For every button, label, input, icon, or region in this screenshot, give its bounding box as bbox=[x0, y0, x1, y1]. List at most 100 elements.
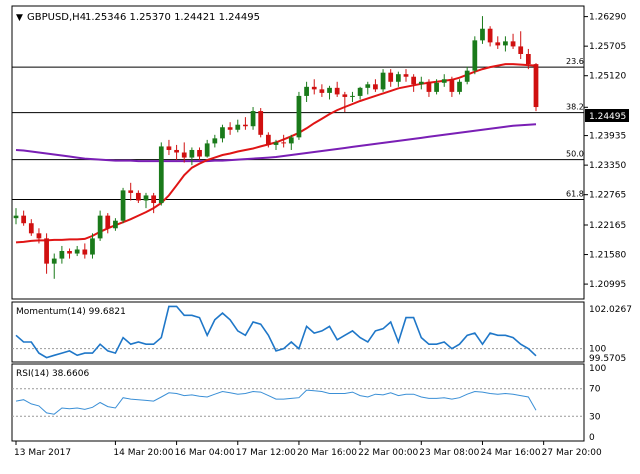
candle-body bbox=[250, 111, 256, 127]
candle-body bbox=[28, 223, 34, 234]
candle bbox=[403, 69, 409, 82]
price-pane[interactable]: 23.638.250.061.8 1.262901.257051.251201.… bbox=[11, 5, 629, 300]
candle bbox=[357, 86, 363, 100]
candle-body bbox=[158, 146, 164, 204]
candle bbox=[434, 79, 439, 95]
candle bbox=[97, 210, 103, 241]
candle bbox=[304, 81, 309, 102]
candle bbox=[281, 134, 287, 148]
rsi-levels bbox=[12, 388, 584, 417]
dropdown-arrow-icon[interactable]: ▼ bbox=[16, 13, 23, 23]
candle bbox=[265, 132, 271, 148]
candle-body bbox=[311, 86, 317, 90]
price-pane-border bbox=[11, 5, 585, 300]
candle-body bbox=[288, 137, 294, 144]
candle bbox=[464, 66, 470, 85]
candle bbox=[350, 91, 355, 102]
candle-body bbox=[403, 74, 409, 77]
current-price-label: 1.24495 bbox=[589, 112, 626, 122]
candle bbox=[151, 192, 157, 214]
momentum-pane-border bbox=[11, 301, 585, 363]
candle-body bbox=[13, 215, 19, 219]
candle-body bbox=[380, 72, 386, 90]
candle-body bbox=[189, 149, 195, 158]
candle bbox=[135, 190, 141, 204]
candle bbox=[158, 142, 164, 206]
candle-body bbox=[235, 124, 241, 130]
candle-body bbox=[135, 192, 141, 201]
fib-label: 38.2 bbox=[566, 103, 584, 112]
candle bbox=[204, 139, 210, 158]
candle-body bbox=[472, 40, 478, 71]
candle-body bbox=[510, 41, 516, 47]
candle bbox=[395, 71, 401, 87]
candle-body bbox=[181, 152, 187, 158]
candle-body bbox=[51, 258, 57, 264]
fib-label: 61.8 bbox=[566, 189, 584, 198]
rsi-tick-label: 0 bbox=[589, 433, 595, 443]
time-tick-label: 13 Mar 2017 bbox=[14, 448, 71, 458]
candle bbox=[426, 79, 432, 97]
candle bbox=[189, 147, 195, 166]
candle bbox=[334, 81, 340, 97]
candle-body bbox=[90, 238, 95, 255]
rsi-tick-label: 30 bbox=[589, 412, 601, 422]
candle-body bbox=[36, 233, 42, 239]
momentum-title: Momentum(14) 99.6821 bbox=[16, 307, 126, 317]
candle bbox=[457, 79, 462, 95]
rsi-line bbox=[15, 389, 537, 415]
candle-body bbox=[304, 86, 309, 96]
candle-body bbox=[151, 195, 157, 204]
candle-body bbox=[204, 143, 210, 157]
candle bbox=[44, 233, 49, 274]
rsi-title: RSI(14) 38.6606 bbox=[16, 369, 89, 379]
candle-body bbox=[44, 238, 49, 264]
candle-body bbox=[342, 94, 348, 97]
candle-body bbox=[128, 190, 134, 193]
candle-body bbox=[105, 215, 111, 229]
time-tick-label: 16 Mar 04:00 bbox=[175, 448, 235, 458]
candle bbox=[143, 192, 149, 209]
candle bbox=[441, 74, 447, 87]
price-tick-label: 1.22165 bbox=[589, 221, 626, 231]
candle-body bbox=[533, 64, 539, 108]
momentum-tick-label: 99.5705 bbox=[589, 354, 626, 364]
candle bbox=[74, 245, 80, 257]
candle-body bbox=[365, 84, 371, 88]
price-tick-label: 1.26290 bbox=[589, 13, 626, 23]
candle bbox=[319, 84, 325, 97]
candle bbox=[273, 139, 279, 150]
candle bbox=[411, 74, 417, 92]
momentum-tick-label: 100 bbox=[589, 345, 606, 355]
rsi-axis: 100 70 30 0 bbox=[589, 364, 606, 443]
candle bbox=[388, 69, 394, 87]
candle-body bbox=[59, 251, 65, 259]
time-tick-label: 27 Mar 20:00 bbox=[542, 448, 602, 458]
rsi-pane[interactable]: RSI(14) 38.6606 100 70 30 0 bbox=[11, 363, 606, 443]
candle-body bbox=[82, 249, 88, 255]
candle bbox=[250, 107, 256, 130]
candle bbox=[449, 76, 455, 97]
candle bbox=[235, 119, 241, 133]
candle-body bbox=[434, 82, 439, 92]
candle-body bbox=[296, 95, 302, 138]
candle bbox=[243, 117, 248, 130]
candle bbox=[113, 218, 118, 231]
candle bbox=[327, 85, 332, 100]
rsi-tick-label: 100 bbox=[589, 364, 606, 374]
candle-body bbox=[227, 127, 233, 130]
candle bbox=[510, 33, 516, 49]
current-price-box bbox=[585, 109, 629, 122]
candle bbox=[311, 79, 317, 95]
candle bbox=[120, 187, 126, 224]
price-tick-label: 1.22765 bbox=[589, 191, 626, 201]
candle-body bbox=[503, 41, 508, 46]
candle bbox=[28, 219, 34, 236]
candle bbox=[487, 26, 493, 47]
candle-body bbox=[197, 149, 202, 157]
candle-body bbox=[120, 190, 126, 221]
candle-body bbox=[518, 46, 524, 54]
candle-body bbox=[480, 28, 485, 41]
